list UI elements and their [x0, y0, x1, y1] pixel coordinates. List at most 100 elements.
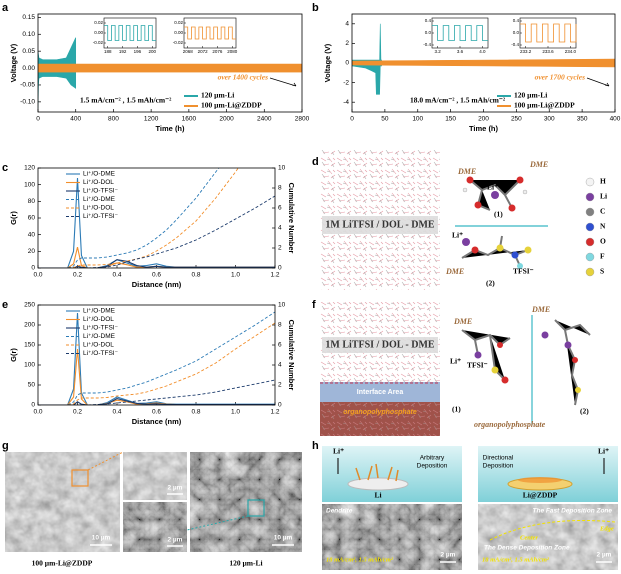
- mode-label: Deposition: [483, 463, 514, 470]
- plot-frame: [37, 13, 303, 113]
- x-axis-label: Distance (nm): [132, 417, 182, 426]
- y2-axis-label: Cumulative Number: [287, 320, 296, 391]
- zoom-line: [87, 451, 124, 471]
- y-tick-label: 0: [31, 265, 35, 272]
- legend-label: 100 µm-Li@ZDDP: [201, 101, 262, 110]
- inset-y-tick-label: -0.02: [173, 40, 184, 45]
- cumulative-line: [38, 322, 275, 405]
- atom-symbol: H: [600, 177, 606, 186]
- x-axis-label: Time (h): [155, 124, 185, 133]
- y2-tick-label: 10: [278, 302, 286, 309]
- caption: 100 µm-Li@ZDDP: [32, 559, 93, 568]
- deposit: [518, 477, 562, 483]
- atom-symbol: C: [600, 207, 605, 216]
- ion-label: Li⁺: [450, 357, 461, 366]
- inset-x-tick-label: 200: [149, 49, 157, 54]
- x-tick-label: 400: [610, 116, 621, 123]
- sem-image: [190, 452, 302, 552]
- inset-x-tick-label: 196: [134, 49, 142, 54]
- y-tick-label: 0: [345, 60, 349, 67]
- scale-label: 2 µm: [597, 552, 612, 559]
- x-tick-label: 0.6: [152, 409, 161, 416]
- plot-frame: [351, 13, 616, 113]
- y-tick-label: 40: [28, 231, 36, 238]
- y-axis-label: G(r): [9, 211, 18, 225]
- y-tick-label: 20: [28, 248, 36, 255]
- inset-x-tick-label: 233.6: [542, 49, 554, 54]
- inset-x-tick-label: 4.0: [479, 49, 486, 54]
- anion-label: TFSI⁻: [467, 361, 488, 370]
- x-tick-label: 1.0: [231, 409, 240, 416]
- inset-x-tick-label: 188: [104, 49, 112, 54]
- sem-image: [478, 504, 618, 570]
- panel-label: a: [2, 2, 9, 14]
- inset-trace: [432, 25, 488, 41]
- cumulative-line: [38, 379, 275, 405]
- x-tick-label: 0: [350, 116, 354, 123]
- y-tick-label: 0.15: [22, 14, 35, 21]
- anode-disk: [347, 477, 409, 491]
- x-axis-label: Distance (nm): [132, 280, 182, 289]
- inset-x-tick-label: 3.6: [457, 49, 464, 54]
- x-tick-label: 0.2: [73, 409, 82, 416]
- mode-label: Directional: [483, 455, 514, 462]
- voltage-band: [38, 37, 77, 109]
- x-tick-label: 2400: [257, 116, 272, 123]
- atom-symbol: F: [600, 252, 605, 261]
- label-band: [322, 216, 438, 234]
- zoom-line: [186, 515, 249, 531]
- atom-swatch: [585, 177, 595, 187]
- y-tick-label: 2: [345, 40, 349, 47]
- mode-label: Deposition: [417, 463, 448, 470]
- scale-label: 2 µm: [441, 552, 456, 559]
- panel-label: b: [312, 2, 319, 14]
- y2-tick-label: 4: [278, 225, 282, 232]
- y-tick-label: 200: [24, 322, 35, 329]
- inset-y-tick-label: 0.00: [174, 30, 183, 35]
- y-tick-label: 80: [28, 198, 36, 205]
- scale-label: 2 µm: [168, 485, 183, 492]
- y2-tick-label: 0: [278, 265, 282, 272]
- y2-tick-label: 2: [278, 245, 282, 252]
- rdf-line: [38, 259, 275, 268]
- x-tick-label: 0.4: [112, 409, 121, 416]
- atom-symbol: O: [600, 237, 606, 246]
- x-tick-label: 0.6: [152, 272, 161, 279]
- cumulative-line: [38, 195, 275, 268]
- inset-trace: [520, 23, 577, 43]
- ion-label: Li⁺: [452, 231, 463, 240]
- zoom-box: [247, 499, 265, 517]
- inset-x-tick-label: 2076: [212, 49, 223, 54]
- inset-x-tick-label: 2068: [183, 49, 194, 54]
- inset-y-tick-label: 0.02: [174, 20, 183, 25]
- cluster-f2: [541, 319, 591, 406]
- y-tick-label: 120: [24, 165, 35, 172]
- x-tick-label: 0.0: [33, 272, 42, 279]
- inset-trace: [104, 25, 156, 41]
- x-tick-label: 0: [36, 116, 40, 123]
- panel-label: d: [312, 156, 319, 168]
- cumulative-line: [38, 168, 239, 268]
- y-tick-label: 150: [24, 342, 35, 349]
- inset-y-tick-label: 0.02: [94, 20, 103, 25]
- atom-symbol: Li: [600, 192, 607, 201]
- atom-swatch: [585, 192, 595, 202]
- inset-trace: [184, 26, 236, 40]
- molecule-label: DME: [529, 160, 548, 169]
- voltage-band: [352, 58, 615, 68]
- molecule-label: DME: [531, 305, 550, 314]
- zone-label: Center: [520, 534, 539, 541]
- anode-label: Li@ZDDP: [523, 491, 558, 500]
- plot-frame: [37, 167, 276, 269]
- electrolyte-label: 1M LiTFSI / DOL - DME: [325, 339, 435, 350]
- atom-swatch: [585, 267, 595, 277]
- atom-symbol: N: [600, 222, 606, 231]
- molecule-label: organopolyphosphate: [474, 420, 546, 429]
- y-tick-label: -0.10: [20, 99, 35, 106]
- inset-x-tick-label: 2072: [198, 49, 209, 54]
- legend-label: Li⁺/O-DOL: [83, 205, 114, 212]
- x-tick-label: 0.0: [33, 409, 42, 416]
- inset-x-tick-label: 2080: [227, 49, 238, 54]
- x-tick-label: 1.2: [270, 272, 279, 279]
